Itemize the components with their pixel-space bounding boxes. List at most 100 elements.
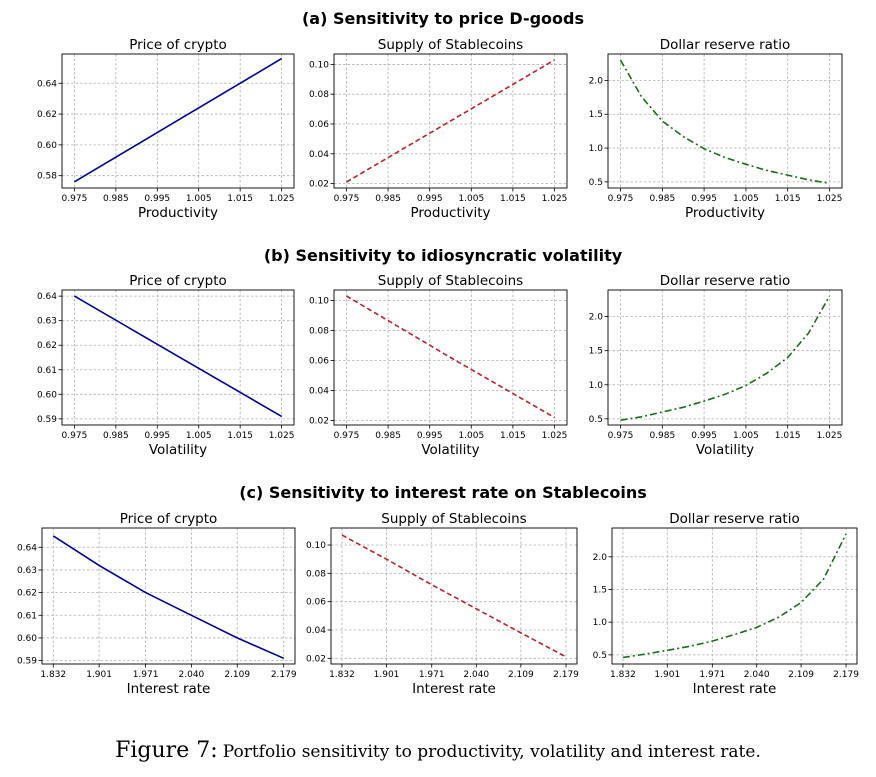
figure-caption: Figure 7: Portfolio sensitivity to produ… <box>0 738 876 763</box>
chart-panel: Price of crypto 1.832 1.901 1.971 2.040 2.109… <box>17 511 297 697</box>
x-tick-label: 2.040 <box>463 670 489 680</box>
x-tick-label: 1.971 <box>419 670 445 680</box>
x-tick-label: 0.995 <box>691 194 717 204</box>
x-tick-label: 1.971 <box>133 670 159 680</box>
series-line <box>346 295 555 419</box>
y-tick-label: 0.5 <box>589 178 603 188</box>
series-line <box>52 535 285 660</box>
x-tick-label: 1.832 <box>610 670 636 680</box>
x-axis-label: Interest rate <box>693 681 777 697</box>
y-tick-label: 1.0 <box>589 381 604 391</box>
series-line <box>73 295 283 418</box>
series-line <box>73 57 283 183</box>
x-axis-label: Productivity <box>138 205 218 221</box>
y-tick-label: 0.5 <box>593 651 607 661</box>
y-tick-label: 0.02 <box>309 417 329 427</box>
y-tick-label: 1.0 <box>593 618 608 628</box>
chart-panel: Dollar reserve ratio 0.975 0.985 0.995 1.005… <box>589 273 843 458</box>
y-tick-label: 0.06 <box>309 357 329 367</box>
series-line <box>622 533 847 659</box>
y-tick-label: 0.08 <box>309 327 329 337</box>
plot-frame <box>330 527 578 665</box>
x-tick-label: 1.015 <box>775 194 801 204</box>
section-title-a: (a) Sensitivity to price D-goods <box>302 9 584 28</box>
section-title-c: (c) Sensitivity to interest rate on Stab… <box>239 483 647 502</box>
y-tick-label: 0.04 <box>306 626 326 636</box>
y-tick-label: 0.61 <box>17 611 37 621</box>
x-axis-label: Productivity <box>410 205 490 221</box>
chart-title: Supply of Stablecoins <box>378 273 523 289</box>
x-axis-label: Interest rate <box>127 681 211 697</box>
x-tick-label: 1.971 <box>699 670 725 680</box>
x-tick-label: 0.985 <box>649 431 675 441</box>
x-tick-label: 0.975 <box>62 431 88 441</box>
x-tick-label: 1.832 <box>329 670 355 680</box>
plot-frame <box>607 53 843 189</box>
chart-title: Dollar reserve ratio <box>669 511 799 527</box>
x-tick-label: 2.109 <box>788 670 814 680</box>
series-line <box>620 295 831 421</box>
x-tick-label: 0.975 <box>62 194 88 204</box>
y-tick-label: 0.10 <box>306 541 326 551</box>
plot-frame <box>333 53 568 189</box>
plot-frame <box>41 527 296 665</box>
x-tick-label: 2.179 <box>833 670 859 680</box>
x-axis-label: Productivity <box>685 205 765 221</box>
y-tick-label: 0.06 <box>309 120 329 130</box>
x-tick-label: 1.005 <box>733 431 759 441</box>
y-tick-label: 0.10 <box>309 60 329 70</box>
x-tick-label: 1.005 <box>458 194 484 204</box>
x-tick-label: 2.179 <box>553 670 579 680</box>
chart-title: Supply of Stablecoins <box>378 37 523 53</box>
x-tick-label: 0.985 <box>103 431 129 441</box>
y-tick-label: 1.0 <box>589 144 604 154</box>
y-tick-label: 0.02 <box>309 180 329 190</box>
chart-panel: Supply of Stablecoins 0.975 0.985 0.995 1.00… <box>309 37 568 221</box>
x-tick-label: 1.025 <box>269 431 295 441</box>
y-tick-label: 0.64 <box>37 292 57 302</box>
figure-caption-text: Portfolio sensitivity to productivity, v… <box>222 742 761 762</box>
y-tick-label: 0.62 <box>37 341 57 351</box>
series-line <box>346 59 555 183</box>
chart-title: Dollar reserve ratio <box>660 37 790 53</box>
chart-title: Price of crypto <box>129 273 227 289</box>
x-axis-label: Volatility <box>421 442 479 458</box>
x-tick-label: 1.025 <box>817 431 843 441</box>
x-tick-label: 0.985 <box>103 194 129 204</box>
plot-frame <box>61 289 295 426</box>
y-tick-label: 0.59 <box>17 657 37 667</box>
x-tick-label: 1.901 <box>374 670 400 680</box>
y-tick-label: 2.0 <box>589 313 604 323</box>
x-tick-label: 2.109 <box>224 670 250 680</box>
chart-panel: Price of crypto 0.975 0.985 0.995 1.005 1.015… <box>37 273 295 458</box>
x-tick-label: 1.005 <box>733 194 759 204</box>
x-tick-label: 2.109 <box>508 670 534 680</box>
y-tick-label: 0.60 <box>37 141 57 151</box>
x-tick-label: 1.025 <box>269 194 295 204</box>
y-tick-label: 0.60 <box>37 390 57 400</box>
x-tick-label: 0.975 <box>334 431 360 441</box>
x-tick-label: 1.005 <box>186 194 212 204</box>
plot-frame <box>333 289 568 426</box>
y-tick-label: 1.5 <box>593 585 607 595</box>
x-axis-label: Volatility <box>149 442 207 458</box>
x-tick-label: 1.901 <box>86 670 112 680</box>
y-tick-label: 0.10 <box>309 297 329 307</box>
chart-title: Dollar reserve ratio <box>660 273 790 289</box>
y-tick-label: 1.5 <box>589 347 603 357</box>
x-tick-label: 1.005 <box>186 431 212 441</box>
figure: (a) Sensitivity to price D-goods (b) Sen… <box>17 9 859 697</box>
x-tick-label: 1.015 <box>775 431 801 441</box>
x-tick-label: 1.005 <box>458 431 484 441</box>
x-tick-label: 1.025 <box>542 194 568 204</box>
x-tick-label: 0.975 <box>334 194 360 204</box>
x-tick-label: 1.015 <box>500 431 526 441</box>
x-axis-label: Interest rate <box>412 681 496 697</box>
x-tick-label: 2.040 <box>179 670 205 680</box>
y-tick-label: 0.04 <box>309 387 329 397</box>
y-tick-label: 0.5 <box>589 415 603 425</box>
x-tick-label: 2.040 <box>744 670 770 680</box>
plots-grid: Price of crypto 0.975 0.985 0.995 1.005 1.015… <box>17 37 859 697</box>
x-tick-label: 0.985 <box>375 194 401 204</box>
y-tick-label: 1.5 <box>589 110 603 120</box>
